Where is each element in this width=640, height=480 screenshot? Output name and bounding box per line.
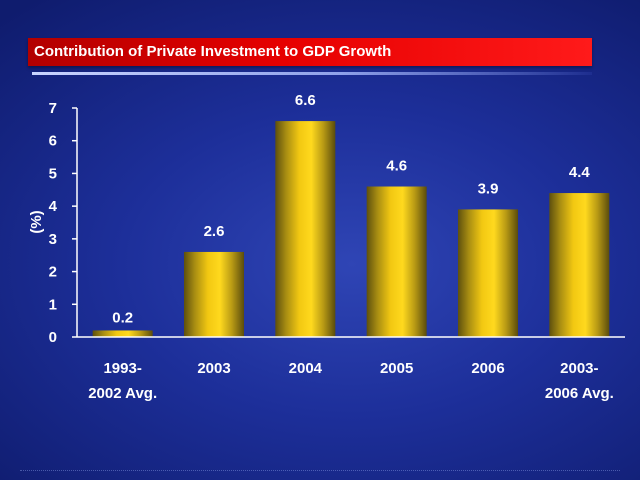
data-labels: 0.2 2.6 6.6 4.6 3.9 4.4 — [112, 92, 590, 326]
bar — [458, 209, 518, 337]
data-label: 4.4 — [569, 164, 591, 181]
chart-title: Contribution of Private Investment to GD… — [28, 38, 592, 66]
category-label: 2002 Avg. — [88, 385, 157, 402]
bar — [92, 330, 153, 337]
bottom-divider — [20, 470, 620, 471]
category-label: 2006 — [471, 360, 504, 377]
bar — [184, 251, 244, 337]
y-axis-label: (%) — [28, 210, 45, 233]
y-tick-label: 1 — [49, 296, 57, 313]
y-tick-label: 6 — [49, 133, 57, 150]
category-label: 2006 Avg. — [545, 385, 614, 402]
y-tick-label: 7 — [49, 100, 57, 117]
y-axis-ticks: 0 1 2 3 4 5 6 7 — [49, 100, 77, 346]
category-label: 2003 — [197, 360, 230, 377]
category-label: 2004 — [289, 360, 323, 377]
bar — [366, 186, 427, 337]
category-labels: 1993- 2002 Avg. 2003 2004 2005 2006 2003- 2006 … — [88, 360, 614, 402]
category-label: 1993- — [103, 360, 141, 377]
category-label: 2005 — [380, 360, 413, 377]
y-tick-label: 5 — [49, 165, 57, 182]
bar — [275, 121, 336, 337]
bar — [549, 193, 610, 337]
y-tick-label: 3 — [49, 231, 57, 248]
y-tick-label: 0 — [49, 329, 57, 346]
data-label: 3.9 — [478, 180, 499, 197]
data-label: 6.6 — [295, 92, 316, 109]
y-tick-label: 2 — [49, 264, 57, 281]
y-tick-label: 4 — [49, 198, 58, 215]
data-label: 2.6 — [204, 223, 225, 240]
category-label: 2003- — [560, 360, 598, 377]
bars — [92, 121, 610, 337]
title-underline — [32, 72, 592, 75]
data-label: 0.2 — [112, 309, 133, 326]
data-label: 4.6 — [386, 158, 407, 175]
